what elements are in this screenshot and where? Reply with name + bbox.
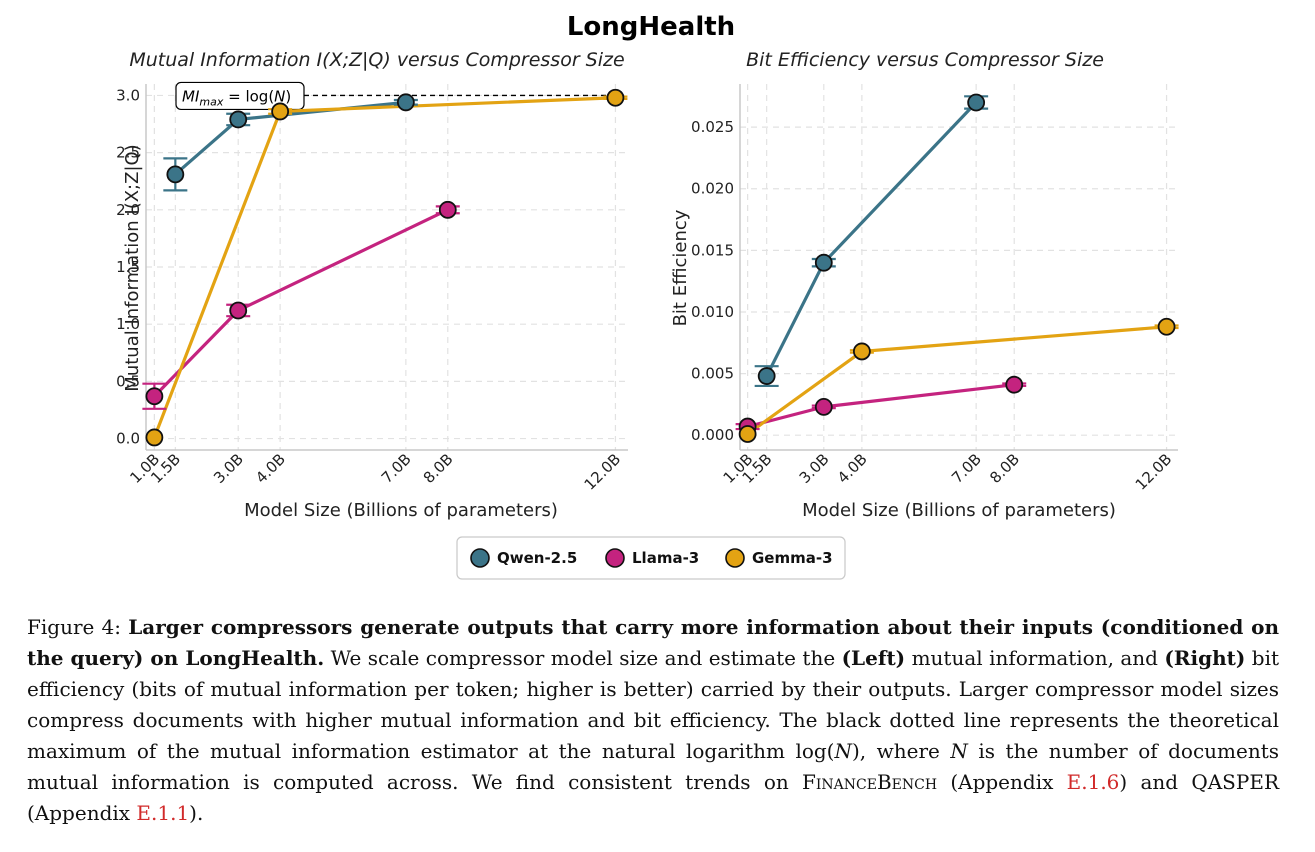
left-qwen-2-5-point-0 [166, 165, 185, 184]
left-ytick-2: 1.0 [116, 315, 140, 333]
caption-seg1: We scale compressor model size and estim… [330, 646, 836, 670]
legend-label-llama-3: Llama-3 [632, 549, 699, 567]
caption-ref-e111[interactable]: E.1.1 [136, 801, 190, 825]
left-xtick-4: 7.0B [378, 450, 415, 487]
left-gemma-3-point-0 [145, 428, 164, 447]
caption-left: (Left) [841, 646, 906, 670]
left-ytick-5: 2.5 [116, 144, 140, 162]
panel-left-xlabel: Model Size (Billions of parameters) [244, 500, 558, 521]
panel-right-axes [739, 84, 1178, 451]
panel-right-title: Bit Efficiency versus Compressor Size [746, 49, 1104, 71]
panel-right-bit-efficiency: Bit Efficiency versus Compressor Size 0.… [670, 49, 1179, 521]
right-qwen-2-5-point-2 [967, 93, 986, 112]
caption-financebench: FinanceBench [802, 770, 938, 794]
right-xtick-6: 12.0B [1132, 450, 1176, 494]
left-gemma-3-point-1 [271, 102, 290, 121]
right-gemma-3-point-2 [1157, 317, 1176, 336]
panel-left-title: Mutual Information I(X;Z|Q) versus Compr… [129, 49, 624, 71]
panel-left-ylabel: Mutual Information I(X;Z|Q) [122, 144, 143, 391]
left-xtick-6: 12.0B [581, 450, 625, 494]
caption-seg4: ), where [852, 739, 940, 763]
right-ytick-5: 0.025 [691, 118, 734, 136]
right-xtick-5: 8.0B [986, 450, 1023, 487]
caption-seg5: is the number of documents mutual inform… [27, 739, 1280, 794]
caption-seg2: mutual information, and [911, 646, 1158, 670]
caption-seg3: bit efficiency (bits of mutual informati… [27, 646, 1280, 763]
figure-caption: Figure 4: Larger compressors generate ou… [27, 612, 1279, 829]
panel-right-ylabel: Bit Efficiency [670, 209, 691, 326]
right-ytick-2: 0.010 [691, 303, 734, 321]
left-ytick-0: 0.0 [116, 430, 140, 448]
caption-right: (Right) [1164, 646, 1246, 670]
right-llama-3-point-1 [814, 397, 833, 416]
left-ytick-6: 3.0 [116, 86, 140, 104]
panel-right-xlabel: Model Size (Billions of parameters) [802, 500, 1116, 521]
left-ytick-4: 2.0 [116, 201, 140, 219]
left-ytick-1: 0.5 [116, 372, 140, 390]
right-ytick-4: 0.020 [691, 180, 734, 198]
right-llama-3-point-2 [1005, 375, 1024, 394]
left-llama-3-point-2 [438, 200, 457, 219]
panel-left-axes [145, 84, 628, 451]
panel-left-grid [146, 84, 628, 450]
legend-marker-qwen-2-5 [470, 548, 490, 568]
right-gemma-3-line [746, 325, 1167, 436]
right-qwen-2-5-point-1 [814, 253, 833, 272]
left-mi-max-label: MImax = log(N) [182, 87, 291, 108]
right-ytick-0: 0.000 [691, 426, 734, 444]
figure-suptitle: LongHealth [567, 12, 735, 42]
legend: Qwen-2.5 Llama-3 Gemma-3 [456, 536, 846, 580]
legend-marker-llama-3 [605, 548, 625, 568]
left-gemma-3-point-2 [606, 88, 625, 107]
panel-right-grid [740, 84, 1178, 450]
caption-ref-e116[interactable]: E.1.6 [1066, 770, 1120, 794]
left-llama-3-point-0 [145, 387, 164, 406]
panel-left-series [142, 88, 628, 447]
caption-label: Figure 4: [27, 615, 122, 639]
right-qwen-2-5-line [765, 101, 978, 377]
left-qwen-2-5-point-1 [229, 110, 248, 129]
caption-seg6: (Appendix [950, 770, 1054, 794]
legend-frame [456, 536, 846, 580]
right-xtick-3: 4.0B [834, 450, 871, 487]
right-gemma-3-point-1 [852, 342, 871, 361]
right-xtick-4: 7.0B [948, 450, 985, 487]
panel-left-ticks: 0.00.51.01.52.02.53.01.0B1.5B 3.0B 4.0B 7.0… [116, 86, 624, 493]
legend-marker-gemma-3 [725, 548, 745, 568]
left-qwen-2-5-point-2 [396, 93, 415, 112]
panel-left-reference: MImax = log(N) [175, 81, 628, 111]
left-xtick-2: 3.0B [210, 450, 247, 487]
caption-bold-lead: Larger compressors generate outputs that… [27, 615, 1280, 670]
caption-seg7: ) and QASPER (Appendix [27, 770, 1279, 825]
right-ytick-3: 0.015 [691, 241, 734, 259]
panel-left-mutual-information: Mutual Information I(X;Z|Q) versus Compr… [116, 49, 628, 521]
legend-label-gemma-3: Gemma-3 [752, 549, 833, 567]
panel-right-series [735, 93, 1179, 443]
left-ytick-3: 1.5 [116, 258, 140, 276]
left-llama-3-line [153, 208, 449, 398]
caption-seg8: ). [189, 801, 204, 825]
left-xtick-3: 4.0B [252, 450, 289, 487]
right-qwen-2-5-point-0 [757, 367, 776, 385]
right-xtick-2: 3.0B [796, 450, 833, 487]
right-ytick-1: 0.005 [691, 365, 734, 383]
left-mi-max-label-box [175, 81, 305, 111]
right-gemma-3-point-0 [738, 425, 757, 443]
left-llama-3-point-1 [229, 301, 248, 320]
left-xtick-5: 8.0B [420, 450, 457, 487]
legend-label-qwen-2-5: Qwen-2.5 [497, 549, 577, 567]
figure: LongHealth Mutual Information I(X;Z|Q) v… [116, 12, 1179, 580]
caption-var-n: N [834, 739, 853, 763]
caption-var-n2: N [950, 739, 968, 763]
